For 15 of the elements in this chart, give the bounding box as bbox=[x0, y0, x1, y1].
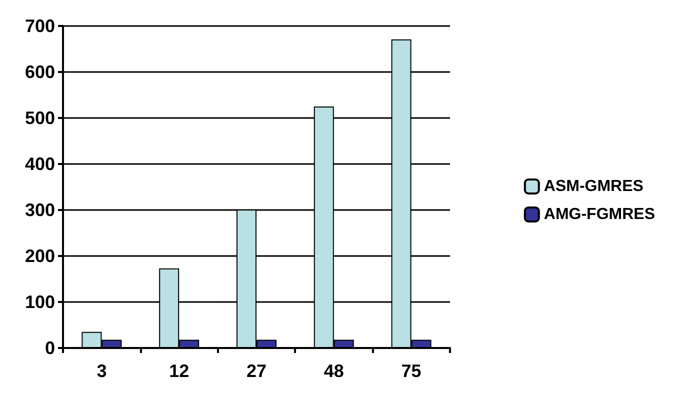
y-tick-label: 200 bbox=[24, 246, 55, 266]
legend-label: ASM-GMRES bbox=[544, 178, 644, 195]
y-tick-label: 100 bbox=[24, 292, 55, 312]
x-tick-label: 75 bbox=[401, 361, 422, 381]
y-tick-label: 0 bbox=[44, 338, 55, 358]
y-tick-label: 700 bbox=[24, 16, 55, 36]
y-tick-label: 500 bbox=[24, 108, 55, 128]
y-tick-label: 400 bbox=[24, 154, 55, 174]
y-tick-label: 300 bbox=[24, 200, 55, 220]
x-tick-label: 3 bbox=[96, 361, 107, 381]
x-tick-label: 12 bbox=[169, 361, 190, 381]
y-tick-label: 600 bbox=[24, 62, 55, 82]
x-tick-label: 48 bbox=[324, 361, 344, 381]
legend-label: AMG-FGMRES bbox=[544, 206, 656, 223]
x-tick-label: 27 bbox=[246, 361, 267, 381]
